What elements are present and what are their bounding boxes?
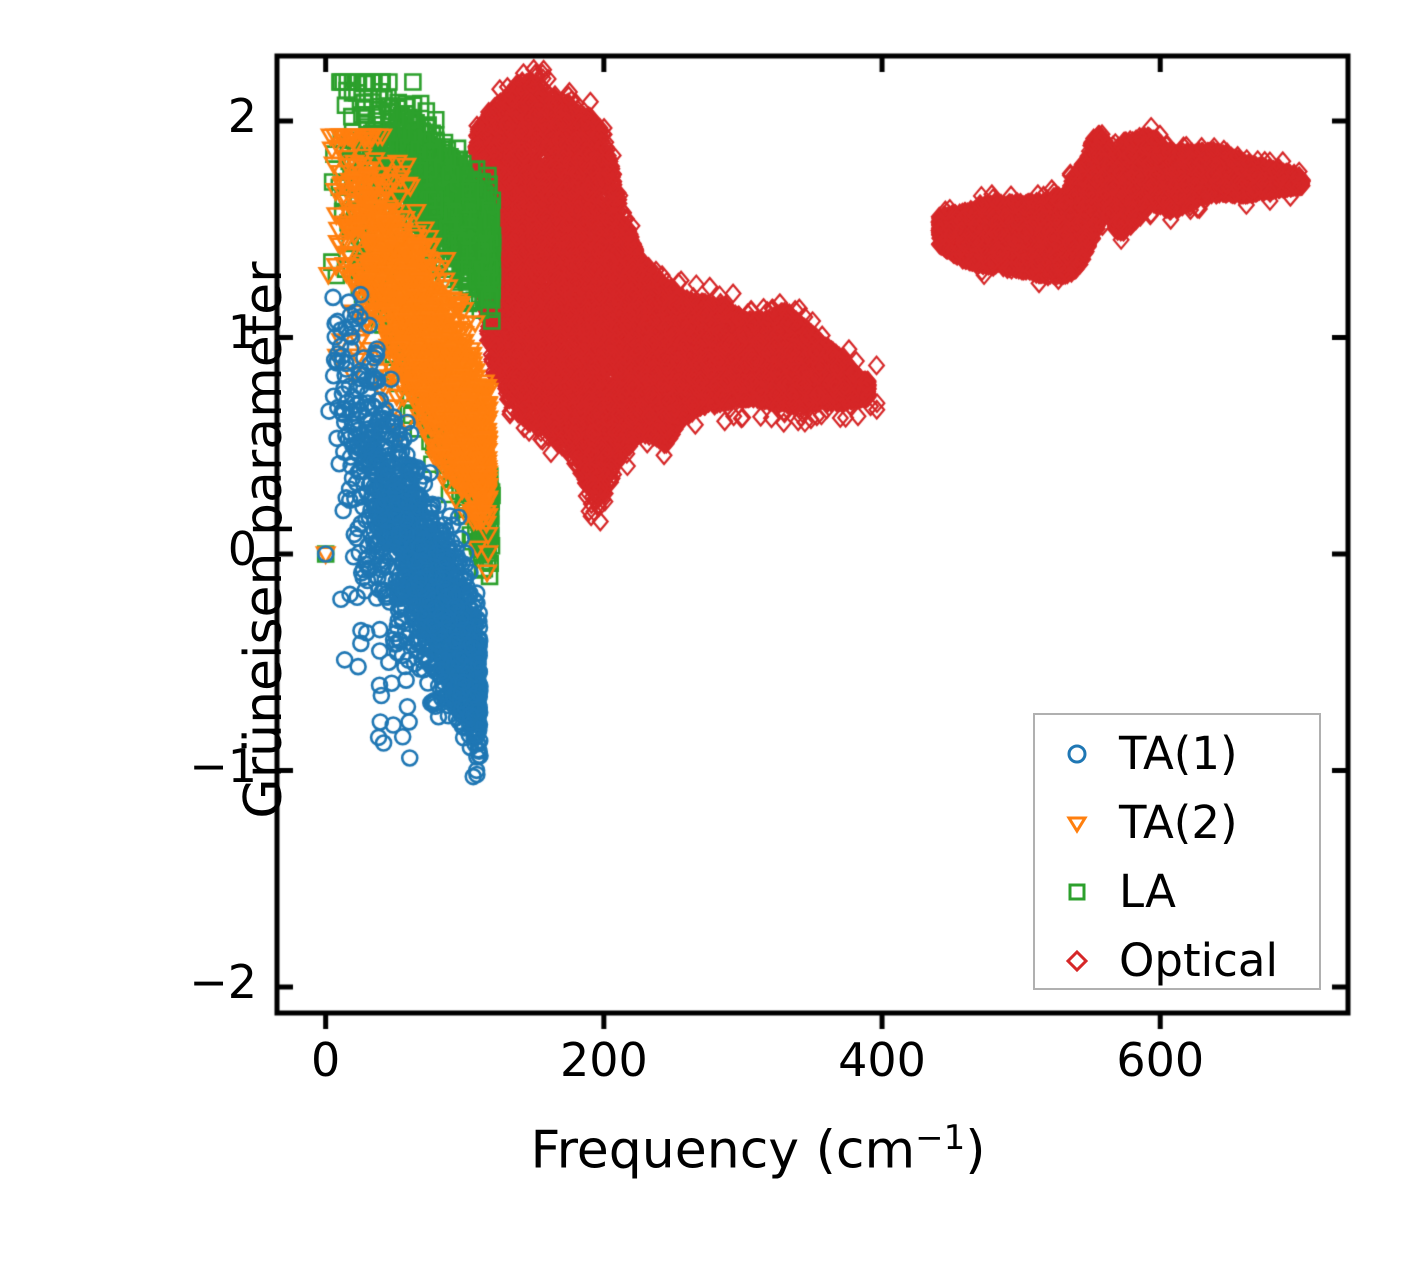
- legend-item-optical[interactable]: Optical: [1035, 926, 1319, 995]
- legend-label-optical: Optical: [1119, 934, 1278, 987]
- x-tick-label-0: 0: [311, 1033, 341, 1087]
- x-axis-label-tail: ): [965, 1120, 986, 1181]
- y-tick-label-1: 1: [227, 305, 257, 360]
- legend-item-ta2[interactable]: TA(2): [1035, 788, 1319, 857]
- x-tick-label-600: 600: [1116, 1033, 1205, 1087]
- circle-icon: [1049, 741, 1105, 767]
- legend-item-la[interactable]: LA: [1035, 857, 1319, 926]
- x-axis-label-exponent: −1: [915, 1118, 966, 1158]
- square-icon: [1049, 879, 1105, 905]
- x-axis-label: Frequency (cm−1): [0, 1118, 1406, 1180]
- x-axis-label-base: Frequency (cm: [530, 1120, 916, 1181]
- legend-label-la: LA: [1119, 865, 1176, 918]
- y-tick-label-2: 2: [227, 88, 257, 143]
- x-tick-label-200: 200: [559, 1033, 648, 1087]
- legend-label-ta1: TA(1): [1119, 727, 1238, 780]
- x-tick-label-400: 400: [838, 1033, 926, 1087]
- y-tick-label-neg2: −2: [189, 955, 257, 1010]
- y-tick-label-0: 0: [227, 521, 257, 576]
- legend: TA(1) TA(2) LA Optical: [1033, 713, 1321, 990]
- diamond-icon: [1049, 948, 1105, 974]
- legend-item-ta1[interactable]: TA(1): [1035, 719, 1319, 788]
- y-tick-label-neg1: −1: [189, 738, 257, 793]
- y-axis-label: Grüneisen parameter: [234, 261, 294, 819]
- legend-label-ta2: TA(2): [1119, 796, 1238, 849]
- triangle-down-icon: [1049, 810, 1105, 836]
- y-axis-label-container: Grüneisen parameter: [234, 40, 294, 1040]
